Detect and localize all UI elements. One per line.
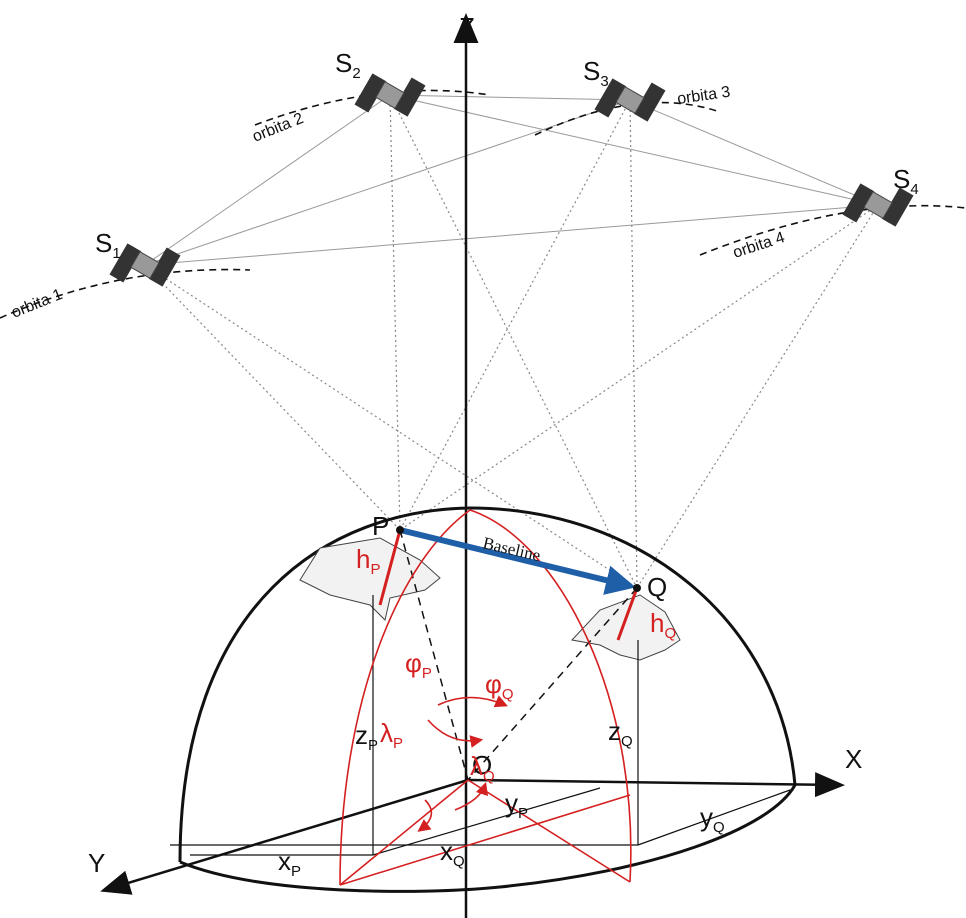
orbit-paths — [0, 89, 966, 319]
coordinate-label: yP — [505, 788, 528, 822]
height-label: hQ — [650, 608, 676, 642]
normal-lines — [399, 529, 638, 781]
point-q-label: Q — [647, 572, 667, 602]
baseline-vector — [399, 527, 636, 595]
x-axis — [467, 772, 845, 798]
coordinate-label: zP — [355, 720, 378, 754]
baseline-label: Baseline — [481, 533, 542, 565]
satellite-label: S3 — [583, 56, 609, 90]
hill-q — [571, 594, 681, 661]
coordinate-label: xQ — [440, 836, 465, 870]
latitude-label: φP — [405, 648, 432, 682]
point-p — [396, 526, 404, 534]
hill-p — [299, 537, 441, 621]
orbit-label: orbita 2 — [250, 110, 306, 146]
point-p-label: P — [372, 511, 389, 541]
orbit-label: orbita 1 — [9, 286, 65, 322]
y-axis — [100, 778, 469, 895]
ellipsoid-dome — [178, 506, 797, 863]
z-label: Z — [459, 12, 475, 42]
satellite-label: S2 — [335, 48, 361, 82]
latitude-label: φQ — [485, 669, 514, 703]
coordinate-label: zQ — [608, 716, 633, 750]
height-label: hP — [356, 544, 380, 578]
y-label: Y — [88, 848, 105, 878]
observation-lines — [144, 94, 879, 589]
satellite-label: S1 — [95, 228, 121, 262]
x-label: X — [845, 744, 862, 774]
satellite-label: S4 — [893, 164, 919, 198]
orbit-label: orbita 3 — [676, 84, 731, 108]
ellipsoid-base — [179, 784, 797, 893]
longitude-label: λP — [380, 718, 403, 752]
satellites — [108, 72, 915, 288]
point-q — [633, 584, 641, 592]
coordinate-lines — [170, 595, 791, 856]
satellite-links — [144, 94, 879, 266]
origin-label: O — [472, 750, 492, 780]
geodetic-lines — [339, 509, 639, 886]
longitude-label: λQ — [470, 751, 495, 785]
coordinate-label: xP — [278, 846, 301, 880]
coordinate-label: yQ — [700, 802, 725, 836]
